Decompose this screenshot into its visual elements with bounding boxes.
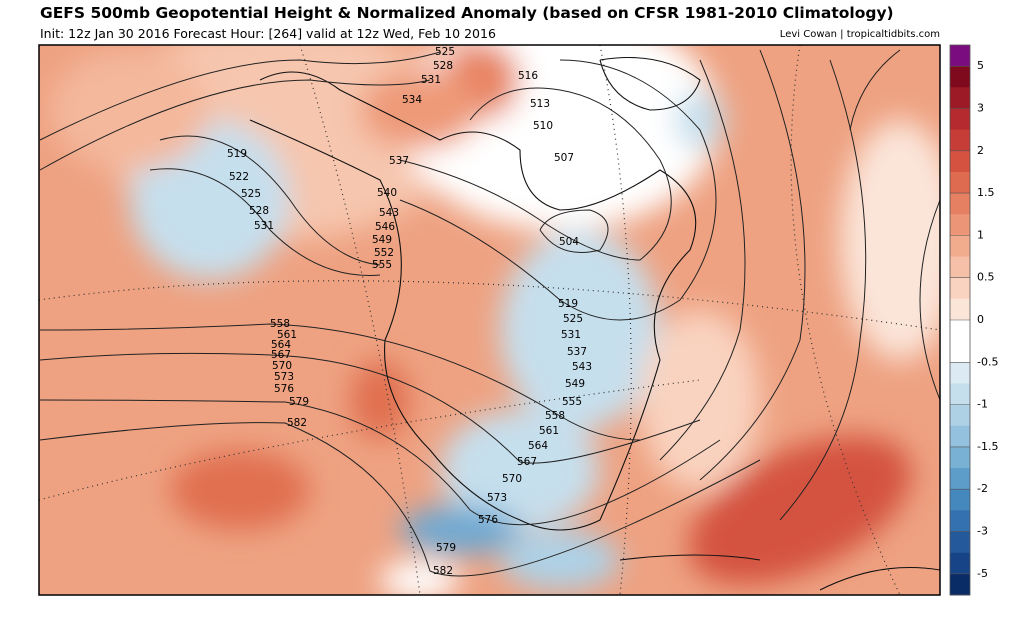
colorbar-label: -1.5	[977, 440, 998, 453]
contour-label: 525	[241, 188, 261, 200]
colorbar-band	[950, 425, 970, 448]
colorbar-band	[950, 573, 970, 596]
anomaly-field	[39, 45, 940, 595]
contour-label: 510	[533, 120, 553, 132]
colorbar-label: -5	[977, 567, 988, 580]
colorbar-band	[950, 468, 970, 490]
colorbar-band	[950, 108, 970, 131]
contour-label: 519	[227, 148, 247, 160]
contour-label: 531	[561, 329, 581, 341]
contour-label: 504	[559, 236, 579, 248]
colorbar-label: 2	[977, 144, 984, 157]
contour-label: 534	[402, 94, 422, 106]
contour-label: 579	[436, 542, 456, 554]
contour-label: 570	[502, 473, 522, 485]
colorbar-band	[950, 277, 970, 300]
colorbar-band	[950, 45, 970, 67]
colorbar: 5 3 2 1.5 1 0.5 0 -0.5 -1 -1.5 -2 -3 -5	[949, 44, 998, 596]
colorbar-band	[950, 129, 970, 152]
contour-label: 564	[271, 339, 291, 351]
contour-label: 555	[372, 259, 392, 271]
colorbar-band	[950, 214, 970, 236]
contour-label: 507	[554, 152, 574, 164]
colorbar-label: 1.5	[977, 186, 995, 199]
colorbar-band	[950, 193, 970, 215]
colorbar-band	[950, 383, 970, 406]
contour-label: 513	[530, 98, 550, 110]
colorbar-label: 0	[977, 313, 984, 326]
contour-label: 582	[433, 565, 453, 577]
colorbar-band	[950, 66, 970, 88]
colorbar-band	[950, 235, 970, 258]
colorbar-label: 0.5	[977, 271, 995, 284]
contour-label: 537	[389, 155, 409, 167]
colorbar-band	[950, 404, 970, 427]
contour-label: 522	[229, 171, 249, 183]
contour-label: 549	[565, 378, 585, 390]
map-frame	[38, 44, 941, 596]
init-info: Init: 12z Jan 30 2016 Forecast Hour: [26…	[40, 26, 496, 41]
colorbar-band	[950, 510, 970, 533]
credit: Levi Cowan | tropicaltidbits.com	[779, 29, 940, 40]
contour-label: 576	[274, 383, 294, 395]
contour-label: 552	[374, 247, 394, 259]
colorbar-label: -2	[977, 482, 988, 495]
colorbar-band	[950, 341, 970, 363]
contour-label: 570	[272, 360, 292, 372]
contour-label: 561	[539, 425, 559, 437]
colorbar-band	[950, 256, 970, 279]
contour-label: 567	[517, 456, 537, 468]
colorbar-band	[950, 362, 970, 384]
colorbar-label: -3	[977, 525, 988, 538]
contour-label: 555	[562, 396, 582, 408]
colorbar-label: 1	[977, 228, 984, 241]
contour-label: 519	[558, 298, 578, 310]
contour-label: 525	[563, 313, 583, 325]
colorbar-band	[950, 446, 970, 469]
contour-label: 543	[572, 361, 592, 373]
contour-label: 525	[435, 46, 455, 58]
colorbar-band	[950, 171, 970, 194]
contour-label: 561	[277, 329, 297, 341]
colorbar-band	[950, 150, 970, 173]
contour-label: 573	[274, 371, 294, 383]
contour-label: 576	[478, 514, 498, 526]
colorbar-band	[950, 298, 970, 321]
contour-labels: 5255285315345375405435465495525555165135…	[227, 46, 592, 577]
contour-label: 573	[487, 492, 507, 504]
contour-label: 546	[375, 221, 395, 233]
contour-label: 543	[379, 207, 399, 219]
contour-label: 549	[372, 234, 392, 246]
contour-label: 531	[421, 74, 441, 86]
contour-label: 528	[249, 205, 269, 217]
colorbar-band	[950, 87, 970, 109]
contour-label: 540	[377, 187, 397, 199]
map-title: GEFS 500mb Geopotential Height & Normali…	[40, 4, 894, 22]
contour-label: 516	[518, 70, 538, 82]
colorbar-label: 5	[977, 59, 984, 72]
colorbar-band	[950, 489, 970, 511]
contour-label: 528	[433, 60, 453, 72]
contour-label: 558	[545, 410, 565, 422]
colorbar-band	[950, 552, 970, 575]
contour-label: 564	[528, 440, 548, 452]
contour-label: 567	[271, 349, 291, 361]
colorbar-label: 3	[977, 101, 984, 114]
contour-label: 531	[254, 220, 274, 232]
contour-label: 558	[270, 318, 290, 330]
colorbar-label: -0.5	[977, 355, 998, 368]
contour-label: 579	[289, 396, 309, 408]
colorbar-label: -1	[977, 398, 988, 411]
colorbar-band	[950, 320, 970, 342]
contour-label: 582	[287, 417, 307, 429]
contour-label: 537	[567, 346, 587, 358]
colorbar-band	[950, 531, 970, 554]
